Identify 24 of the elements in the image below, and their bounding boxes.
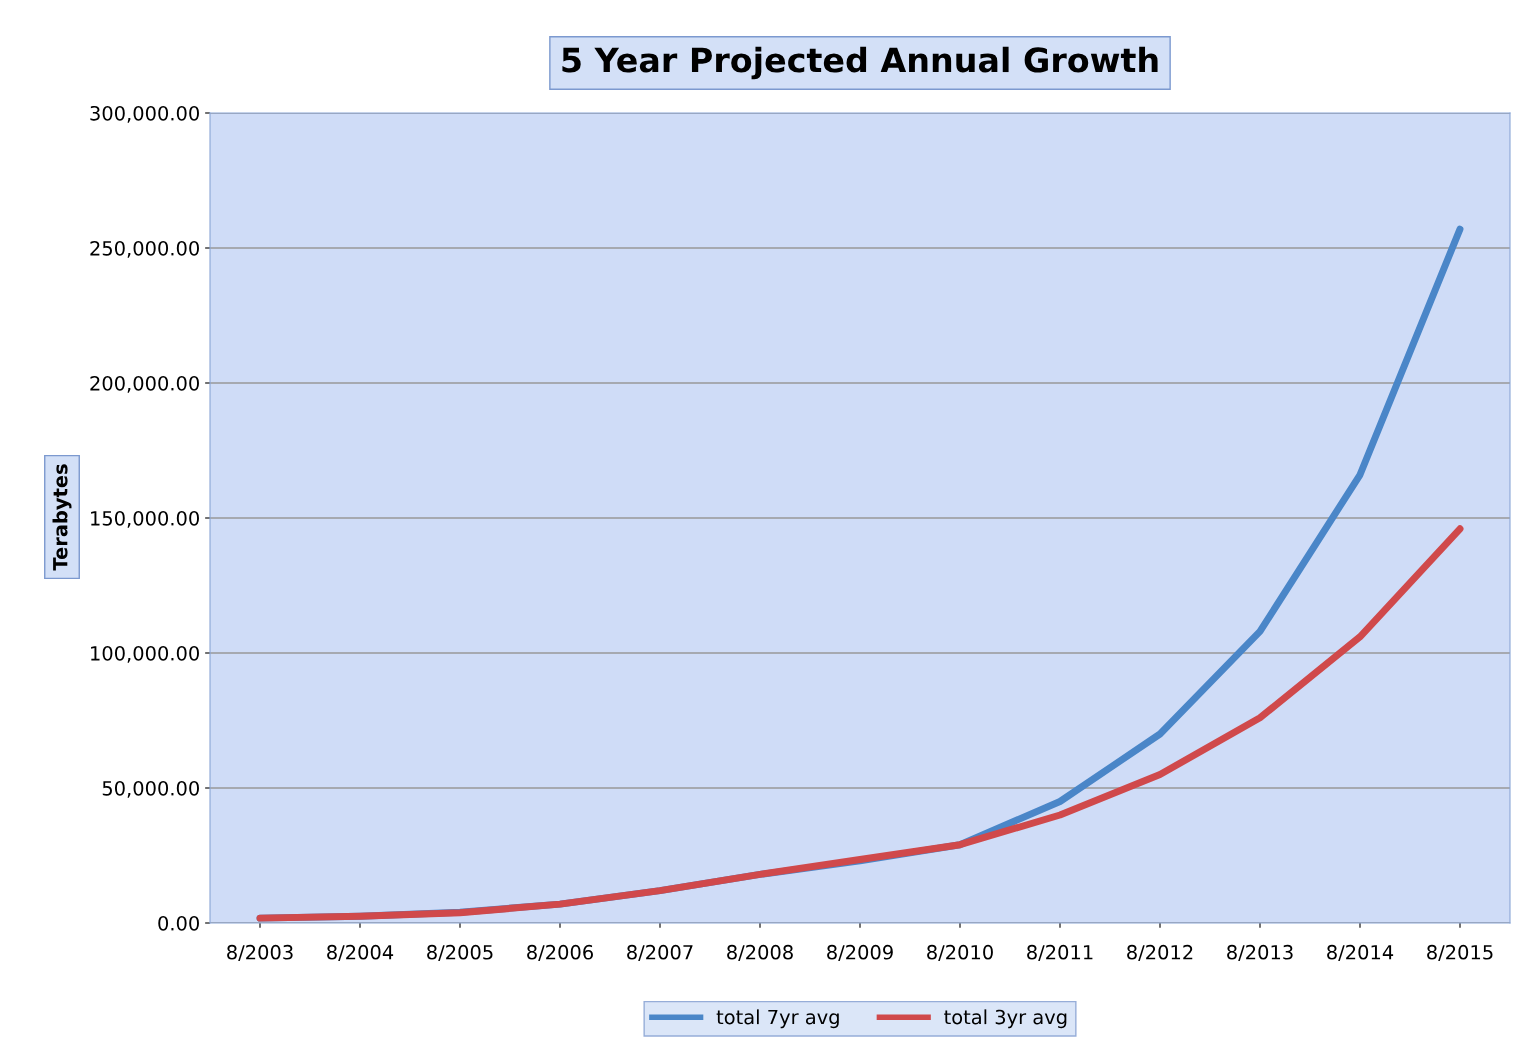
x-tick-label: 8/2014 [1327, 944, 1394, 962]
y-tick-label: 150,000.00 [91, 510, 199, 528]
x-tick-label: 8/2011 [1027, 944, 1093, 962]
y-tick-label: 0.00 [158, 915, 199, 931]
x-tick-label: 8/2003 [227, 944, 293, 962]
y-tick-label: 300,000.00 [90, 105, 199, 123]
x-tick-label: 8/2015 [1427, 944, 1493, 962]
y-tick-label: 200,000.00 [90, 375, 199, 393]
x-tick-label: 8/2006 [527, 944, 593, 962]
y-tick-label: 100,000.00 [91, 645, 199, 663]
legend-label: total 7yr avg [716, 1009, 839, 1029]
x-tick-label: 8/2008 [727, 944, 793, 962]
x-tick-label: 8/2005 [427, 944, 493, 962]
y-tick-label: 50,000.00 [102, 780, 199, 798]
x-tick-label: 8/2013 [1227, 944, 1293, 962]
y-axis-title: Terabytes [52, 464, 72, 571]
x-tick-label: 8/2010 [927, 944, 993, 962]
legend-label: total 3yr avg [944, 1009, 1067, 1029]
x-tick-label: 8/2004 [327, 944, 394, 962]
x-tick-label: 8/2009 [827, 944, 893, 962]
y-tick-label: 250,000.00 [90, 240, 199, 258]
x-tick-label: 8/2012 [1127, 944, 1193, 962]
x-tick-label: 8/2007 [627, 944, 693, 962]
chart-title: 5 Year Projected Annual Growth [562, 46, 1158, 80]
